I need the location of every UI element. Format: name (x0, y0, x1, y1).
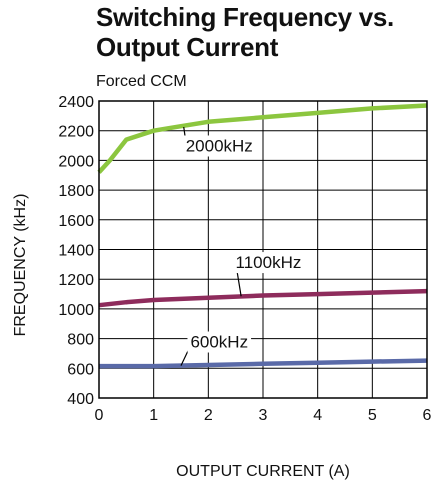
x-tick-label: 2 (204, 407, 213, 424)
annotation-label: 2000kHz (186, 136, 253, 155)
series-line-600kHz (99, 358, 428, 369)
y-axis-label: FREQUENCY (kHz) (12, 194, 29, 337)
series-line-2000kHz (97, 103, 428, 174)
y-tick-label: 2400 (58, 94, 94, 111)
series-line-1100kHz (98, 288, 428, 308)
x-axis-label: OUTPUT CURRENT (A) (176, 463, 350, 480)
y-tick-label: 1000 (58, 302, 94, 319)
annotation-label: 600kHz (190, 333, 248, 352)
annotation-label-bg (231, 252, 306, 274)
tick-labels: 4006008001000120014001600180020002200240… (58, 94, 431, 424)
plot-frame (98, 100, 428, 399)
x-tick-label: 5 (368, 407, 377, 424)
y-tick-label: 1600 (58, 213, 94, 230)
y-tick-label: 800 (67, 332, 94, 349)
annotation-600kHz: 600kHz (180, 331, 252, 366)
annotation-label: 1100kHz (236, 253, 302, 272)
annotation-2000kHz: 2000kHz (182, 126, 256, 157)
x-tick-label: 0 (95, 407, 104, 424)
plot-border (98, 100, 428, 399)
x-tick-label: 3 (259, 407, 268, 424)
y-tick-label: 2000 (58, 153, 94, 170)
y-tick-label: 400 (67, 391, 94, 408)
annotations: 2000kHz 1100kHz 600kHz (180, 126, 306, 366)
chart-subtitle: Forced CCM (96, 73, 187, 90)
chart-title-text: Switching Frequency vs. Output Current (96, 2, 394, 62)
y-tick-label: 1400 (58, 243, 94, 260)
y-tick-label: 1800 (58, 183, 94, 200)
chart-title: Switching Frequency vs. Output Current (96, 2, 434, 62)
grid-lines (98, 100, 428, 399)
annotation-label-bg (182, 135, 256, 157)
x-tick-label: 1 (149, 407, 158, 424)
annotation-label-bg (187, 331, 252, 353)
y-tick-label: 1200 (58, 272, 94, 289)
y-tick-label: 2200 (58, 124, 94, 141)
x-tick-label: 6 (423, 407, 432, 424)
y-tick-label: 600 (67, 361, 94, 378)
x-tick-label: 4 (313, 407, 322, 424)
series-lines (97, 103, 428, 369)
annotation-1100kHz: 1100kHz (231, 252, 306, 297)
